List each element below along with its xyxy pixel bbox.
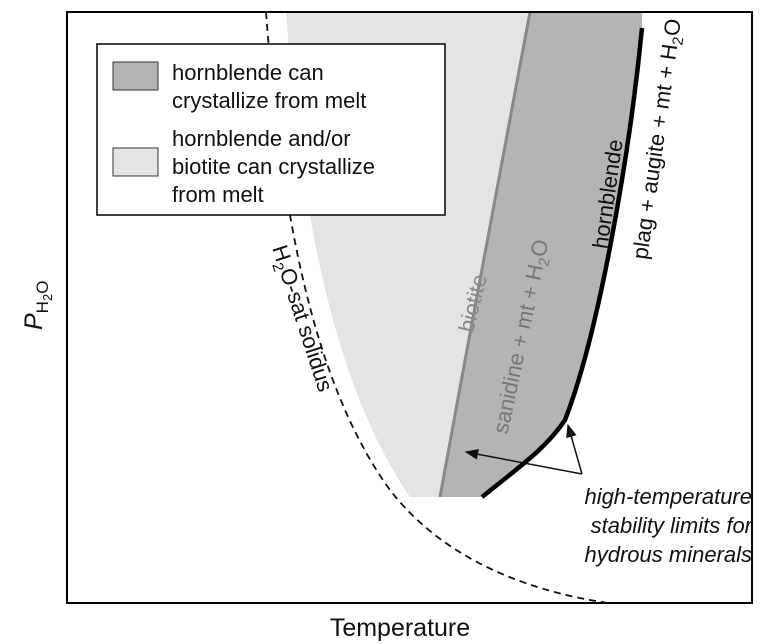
annotation-text: stability limits for: [591, 513, 754, 538]
label-part: O: [525, 237, 553, 259]
legend-text: from melt: [172, 182, 264, 207]
legend-text: hornblende and/or: [172, 126, 351, 151]
annotation-text: hydrous minerals: [584, 542, 752, 567]
x-axis-label: Temperature: [330, 614, 470, 642]
y-axis-label: PH2O: [20, 281, 55, 330]
legend-text: biotite can crystallize: [172, 154, 375, 179]
label-part: 2: [669, 36, 687, 47]
biotite-limit: [438, 11, 532, 498]
annotation-text: high-temperature: [584, 484, 752, 509]
legend-swatch-light: [112, 147, 159, 177]
legend-text: crystallize from melt: [172, 88, 366, 113]
label-part: O: [659, 17, 686, 37]
label-part: H: [267, 242, 296, 265]
label-part: 2: [535, 256, 553, 268]
annotation-arrow: [464, 448, 583, 475]
legend-swatch-dark: [112, 61, 159, 91]
solidus-line: [265, 11, 609, 604]
label-part: H: [33, 301, 52, 313]
plot-frame: [66, 11, 753, 604]
legend-text: hornblende can: [172, 60, 324, 85]
label-part: P: [20, 313, 48, 330]
dark-region: [440, 12, 642, 497]
label-part: O: [33, 281, 52, 294]
label-part: 2: [40, 294, 55, 301]
annotation-arrow: [566, 423, 583, 475]
